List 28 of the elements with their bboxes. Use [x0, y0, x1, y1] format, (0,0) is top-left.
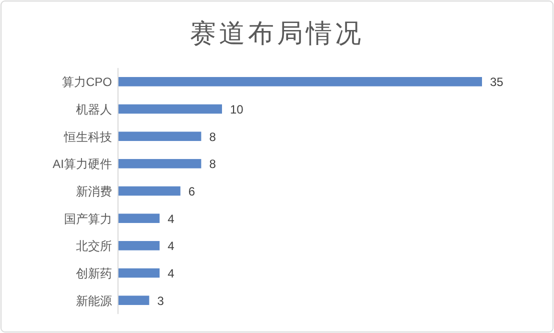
data-label: 8 — [209, 157, 216, 172]
bar — [118, 186, 180, 196]
y-tick-label: AI算力硬件 — [52, 157, 112, 172]
data-label: 35 — [490, 75, 504, 90]
y-tick-label: 新消费 — [76, 184, 112, 198]
data-label: 8 — [209, 130, 216, 144]
bar — [118, 214, 160, 223]
y-tick-label: 恒生科技 — [63, 130, 112, 144]
data-label: 10 — [230, 102, 244, 116]
y-tick-label: 机器人 — [76, 102, 112, 116]
y-tick-label: 新能源 — [76, 294, 112, 308]
y-tick-label: 算力CPO — [62, 75, 112, 90]
bar — [118, 159, 202, 168]
data-label: 3 — [157, 294, 164, 308]
bar — [118, 77, 482, 86]
bar — [118, 268, 160, 278]
data-label: 4 — [168, 212, 175, 226]
data-label: 4 — [168, 266, 175, 280]
y-tick-label: 北交所 — [76, 239, 112, 254]
y-tick-label: 国产算力 — [64, 212, 112, 226]
y-tick-label: 创新药 — [76, 266, 112, 280]
data-label: 4 — [168, 239, 175, 254]
bar — [118, 241, 160, 250]
data-label: 6 — [188, 184, 196, 198]
bar — [118, 104, 222, 114]
bar — [118, 132, 202, 141]
chart-title: 赛道布局情况 — [190, 19, 364, 49]
bar — [118, 296, 150, 305]
